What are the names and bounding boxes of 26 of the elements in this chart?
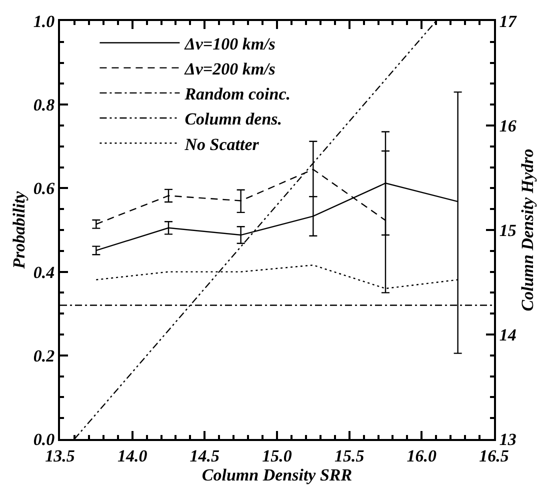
y-axis-title: Probability [9, 190, 28, 270]
x-tick-label: 14.5 [190, 446, 220, 466]
legend-label: Δv=100 km/s [184, 34, 276, 54]
legend-label: Column dens. [184, 110, 282, 129]
y-tick-label: 1.0 [33, 12, 56, 31]
y2-tick-label: 16 [499, 116, 517, 136]
y2-tick-label: 15 [499, 220, 517, 240]
y2-axis-title: Column Density Hydro [518, 148, 537, 312]
legend-label: Δv=200 km/s [184, 59, 276, 78]
y-tick-label: 0.0 [33, 430, 56, 449]
legend-label: Random coinc. [184, 84, 291, 104]
x-tick-label: 16.0 [406, 446, 438, 466]
x-tick-label: 15.0 [262, 446, 292, 466]
y-tick-label: 0.4 [33, 262, 55, 282]
y2-tick-label: 13 [499, 430, 517, 449]
x-tick-label: 16.5 [479, 446, 510, 466]
y-tick-label: 0.2 [33, 346, 56, 366]
x-tick-label: 15.5 [334, 446, 365, 466]
y2-tick-label: 17 [499, 12, 518, 31]
x-tick-label: 13.5 [45, 446, 76, 466]
x-axis-title: Column Density SRR [202, 465, 352, 484]
x-tick-label: 14.0 [117, 446, 148, 466]
legend-label: No Scatter [184, 134, 260, 154]
y-tick-label: 0.6 [33, 179, 56, 198]
y-tick-label: 0.8 [33, 96, 56, 115]
y2-tick-label: 14 [499, 325, 516, 344]
